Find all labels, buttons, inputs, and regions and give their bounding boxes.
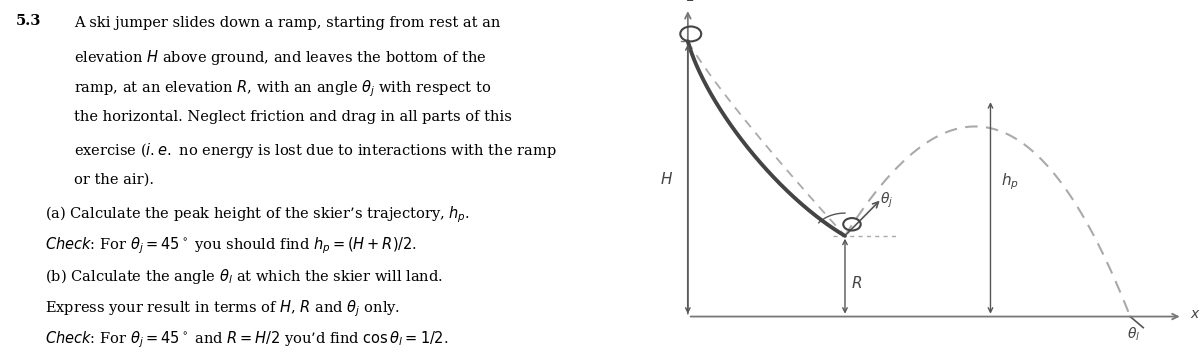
Text: 5.3: 5.3 xyxy=(16,14,42,28)
Text: $R$: $R$ xyxy=(851,275,862,291)
Text: (a) Calculate the peak height of the skier’s trajectory, $h_p$.: (a) Calculate the peak height of the ski… xyxy=(44,204,470,225)
Text: (b) Calculate the angle $\theta_l$ at which the skier will land.: (b) Calculate the angle $\theta_l$ at wh… xyxy=(44,267,443,286)
Text: $\it{Check}$: For $\theta_j = 45^\circ$ and $R = H/2$ you’d find $\cos\theta_l =: $\it{Check}$: For $\theta_j = 45^\circ$ … xyxy=(44,329,449,350)
Text: $z$: $z$ xyxy=(686,0,696,4)
Text: the horizontal. Neglect friction and drag in all parts of this: the horizontal. Neglect friction and dra… xyxy=(74,110,511,124)
Text: ramp, at an elevation $R$, with an angle $\theta_j$ with respect to: ramp, at an elevation $R$, with an angle… xyxy=(74,79,491,99)
Text: $x$: $x$ xyxy=(1189,307,1200,321)
Text: $\it{Check}$: For $\theta_j = 45^\circ$ you should find $h_p = (H+R)/2$.: $\it{Check}$: For $\theta_j = 45^\circ$ … xyxy=(44,235,416,256)
Text: $\theta_l$: $\theta_l$ xyxy=(1127,326,1140,343)
Text: exercise ($i.e.$ no energy is lost due to interactions with the ramp: exercise ($i.e.$ no energy is lost due t… xyxy=(74,141,557,161)
Text: $H$: $H$ xyxy=(660,171,673,187)
Text: A ski jumper slides down a ramp, starting from rest at an: A ski jumper slides down a ramp, startin… xyxy=(74,16,500,30)
Text: $h_p$: $h_p$ xyxy=(1001,172,1019,192)
Text: Express your result in terms of $H$, $R$ and $\theta_j$ only.: Express your result in terms of $H$, $R$… xyxy=(44,298,400,319)
Text: or the air).: or the air). xyxy=(74,173,154,187)
Text: elevation $H$ above ground, and leaves the bottom of the: elevation $H$ above ground, and leaves t… xyxy=(74,48,486,67)
Text: $\theta_j$: $\theta_j$ xyxy=(880,191,893,210)
